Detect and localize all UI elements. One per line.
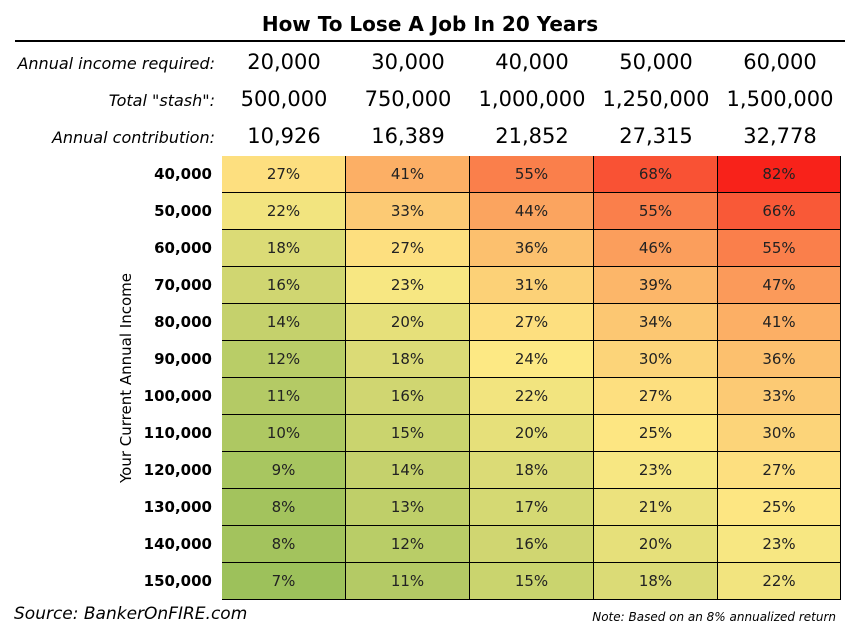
heatmap-cell: 18% xyxy=(222,230,346,267)
heatmap-cell: 9% xyxy=(222,452,346,489)
heatmap-cell: 25% xyxy=(594,415,718,452)
heatmap-cell: 33% xyxy=(346,193,470,230)
heatmap-cell: 20% xyxy=(470,415,594,452)
heatmap-cell: 11% xyxy=(346,563,470,600)
row-label: 40,000 xyxy=(154,165,212,183)
header-value: 1,250,000 xyxy=(602,87,710,111)
heatmap-cell: 16% xyxy=(346,378,470,415)
heatmap-cell: 18% xyxy=(594,563,718,600)
heatmap-cell: 18% xyxy=(346,341,470,378)
heatmap-cell: 36% xyxy=(718,341,841,378)
heatmap-cell: 34% xyxy=(594,304,718,341)
row-label: 150,000 xyxy=(143,572,212,590)
header-value: 16,389 xyxy=(371,124,445,148)
chart-title: How To Lose A Job In 20 Years xyxy=(15,8,845,42)
row-label: 130,000 xyxy=(143,498,212,516)
row-label: 110,000 xyxy=(143,424,212,442)
heatmap-cell: 66% xyxy=(718,193,841,230)
heatmap-cell: 41% xyxy=(346,156,470,193)
heatmap-cell: 8% xyxy=(222,526,346,563)
heatmap-cell: 41% xyxy=(718,304,841,341)
heatmap-cell: 16% xyxy=(470,526,594,563)
row-label: 50,000 xyxy=(154,202,212,220)
y-axis-label: Your Current Annual Income xyxy=(117,273,135,483)
row-label: 140,000 xyxy=(143,535,212,553)
heatmap-cell: 23% xyxy=(718,526,841,563)
heatmap-cell: 47% xyxy=(718,267,841,304)
heatmap-cell: 33% xyxy=(718,378,841,415)
heatmap-cell: 55% xyxy=(718,230,841,267)
header-value: 500,000 xyxy=(240,87,328,111)
heatmap-cell: 27% xyxy=(718,452,841,489)
heatmap-cell: 10% xyxy=(222,415,346,452)
heatmap-cell: 15% xyxy=(470,563,594,600)
header-value: 27,315 xyxy=(619,124,693,148)
header-value: 30,000 xyxy=(371,50,445,74)
heatmap-cell: 27% xyxy=(222,156,346,193)
heatmap-cell: 14% xyxy=(346,452,470,489)
heatmap-cell: 12% xyxy=(346,526,470,563)
heatmap-cell: 30% xyxy=(594,341,718,378)
header-value: 750,000 xyxy=(364,87,452,111)
heatmap-cell: 17% xyxy=(470,489,594,526)
heatmap-cell: 25% xyxy=(718,489,841,526)
heatmap-cell: 14% xyxy=(222,304,346,341)
row-label: 60,000 xyxy=(154,239,212,257)
heatmap-cell: 46% xyxy=(594,230,718,267)
heatmap-cell: 27% xyxy=(346,230,470,267)
heatmap-cell: 12% xyxy=(222,341,346,378)
row-label: 100,000 xyxy=(143,387,212,405)
heatmap-cell: 7% xyxy=(222,563,346,600)
heatmap-cell: 21% xyxy=(594,489,718,526)
heatmap-cell: 55% xyxy=(594,193,718,230)
header-value: 21,852 xyxy=(495,124,569,148)
heatmap-cell: 27% xyxy=(594,378,718,415)
header-row-label: Annual income required: xyxy=(17,54,215,73)
heatmap-cell: 22% xyxy=(718,563,841,600)
heatmap-cell: 39% xyxy=(594,267,718,304)
heatmap-cell: 15% xyxy=(346,415,470,452)
heatmap-cell: 36% xyxy=(470,230,594,267)
header-value: 40,000 xyxy=(495,50,569,74)
heatmap-cell: 20% xyxy=(346,304,470,341)
heatmap-cell: 8% xyxy=(222,489,346,526)
row-label: 80,000 xyxy=(154,313,212,331)
heatmap-cell: 24% xyxy=(470,341,594,378)
heatmap-cell: 23% xyxy=(346,267,470,304)
heatmap-grid: 27% 41% 55% 68% 82% 22% 33% 44% 55% 66% 18% 27% 36% 4… xyxy=(222,156,841,600)
heatmap-cell: 22% xyxy=(470,378,594,415)
heatmap-cell: 31% xyxy=(470,267,594,304)
heatmap-cell: 55% xyxy=(470,156,594,193)
heatmap-cell: 68% xyxy=(594,156,718,193)
header-value: 60,000 xyxy=(743,50,817,74)
heatmap-cell: 44% xyxy=(470,193,594,230)
heatmap-cell: 23% xyxy=(594,452,718,489)
header-value: 1,000,000 xyxy=(478,87,586,111)
header-value: 32,778 xyxy=(743,124,817,148)
heatmap-cell: 16% xyxy=(222,267,346,304)
row-label: 120,000 xyxy=(143,461,212,479)
heatmap-cell: 20% xyxy=(594,526,718,563)
heatmap-cell: 22% xyxy=(222,193,346,230)
header-value: 20,000 xyxy=(247,50,321,74)
heatmap-cell: 27% xyxy=(470,304,594,341)
heatmap-cell: 82% xyxy=(718,156,841,193)
header-value: 50,000 xyxy=(619,50,693,74)
row-label: 70,000 xyxy=(154,276,212,294)
heatmap-cell: 11% xyxy=(222,378,346,415)
source-text: Source: BankerOnFIRE.com xyxy=(14,604,248,624)
row-label: 90,000 xyxy=(154,350,212,368)
header-value: 10,926 xyxy=(247,124,321,148)
header-row-label: Total "stash": xyxy=(108,91,215,110)
header-value: 1,500,000 xyxy=(726,87,834,111)
heatmap-cell: 13% xyxy=(346,489,470,526)
heatmap-cell: 18% xyxy=(470,452,594,489)
header-row-label: Annual contribution: xyxy=(51,128,215,147)
heatmap-cell: 30% xyxy=(718,415,841,452)
note-text: Note: Based on an 8% annualized return xyxy=(592,610,836,624)
